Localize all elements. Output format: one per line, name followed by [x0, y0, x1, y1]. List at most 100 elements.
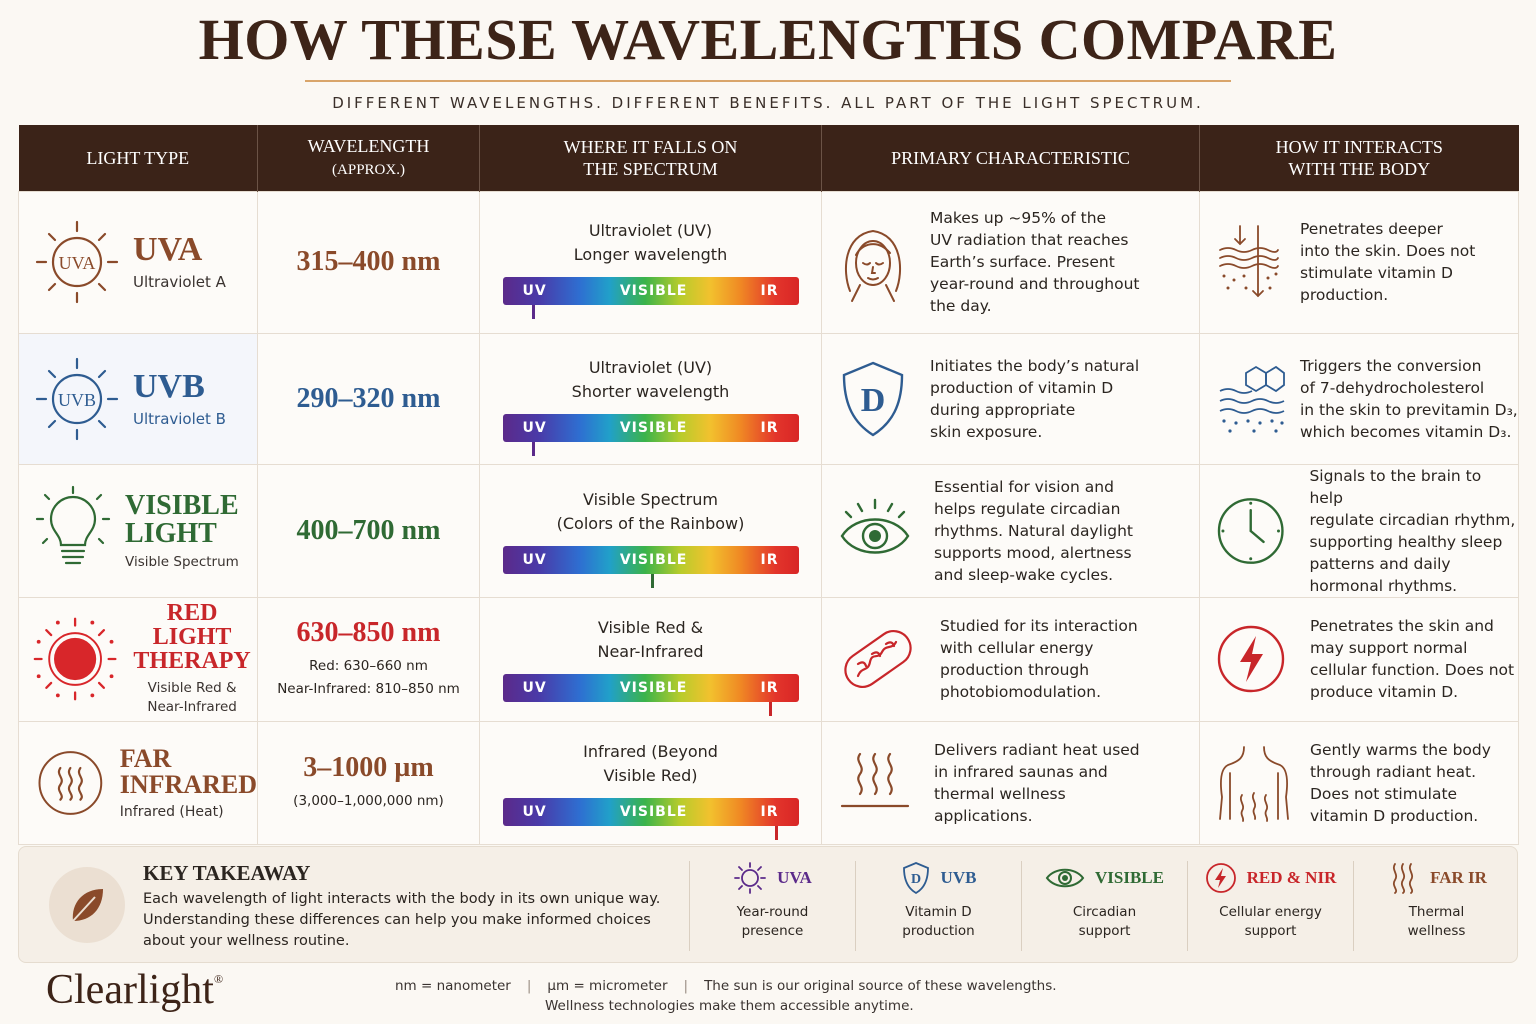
light-type-cell: UVB UVB Ultraviolet B	[18, 332, 258, 465]
light-type-sub: Visible Red & Near-Infrared	[147, 680, 237, 715]
col-header-spectrum: WHERE IT FALLS ON THE SPECTRUM	[479, 125, 822, 191]
spectrum-marker	[768, 702, 772, 716]
summary-item-red-nir: RED & NIR Cellular energy support	[1187, 861, 1353, 951]
clock-icon	[1217, 497, 1284, 564]
interaction-text: Signals to the brain to help regulate cir…	[1309, 466, 1516, 595]
light-type-sub: Visible Spectrum	[125, 553, 239, 570]
table-row: UVA UVA Ultraviolet A 315–400 nm Ultravi…	[18, 190, 1519, 334]
red-sun-icon	[33, 617, 117, 701]
sun-icon	[734, 862, 767, 894]
leaf-icon	[49, 867, 125, 943]
interaction-cell: Penetrates deeper into the skin. Does not…	[1199, 190, 1519, 334]
skin-penetration-icon	[1219, 225, 1279, 298]
characteristic-cell: Makes up ~95% of the UV radiation that re…	[821, 190, 1200, 334]
light-type-cell: FAR INFRARED Infrared (Heat)	[18, 720, 258, 845]
light-type-sub: Ultraviolet B	[133, 409, 226, 428]
col-header-characteristic: PRIMARY CHARACTERISTIC	[821, 125, 1200, 191]
spectrum-marker	[532, 305, 536, 319]
spectrum-bar: UV VISIBLE IR	[502, 413, 799, 456]
light-type-name: FAR INFRARED	[119, 743, 257, 799]
summary-item-visible: VISIBLE Circadian support	[1021, 861, 1187, 951]
table-row: RED LIGHT THERAPY Visible Red & Near-Infra…	[18, 596, 1519, 722]
eye-icon	[1045, 868, 1085, 888]
characteristic-text: Essential for vision and helps regulate c…	[934, 477, 1133, 584]
spectrum-bar: UV VISIBLE IR	[502, 674, 799, 716]
interaction-text: Triggers the conversion of 7-dehydrochole…	[1300, 356, 1518, 441]
interaction-text: Gently warms the body through radiant hea…	[1310, 740, 1491, 825]
mitochondria-icon	[844, 630, 912, 688]
col-header-light-type: LIGHT TYPE	[18, 125, 258, 191]
light-type-sub: Ultraviolet A	[133, 273, 226, 291]
wavelength-cell: 400–700 nm	[257, 463, 480, 598]
interaction-cell: Signals to the brain to help regulate cir…	[1199, 463, 1519, 598]
interaction-text: Penetrates the skin and may support norma…	[1310, 617, 1515, 701]
key-takeaway-text: Each wavelength of light interacts with …	[143, 891, 661, 949]
lightning-bolt-icon	[1205, 863, 1236, 893]
characteristic-text: Makes up ~95% of the UV radiation that re…	[930, 209, 1140, 315]
molecule-icon	[1219, 365, 1285, 433]
characteristic-cell: D Initiates the body’s natural production…	[821, 332, 1200, 465]
lightning-bolt-icon	[1217, 625, 1285, 693]
interaction-cell: Gently warms the body through radiant hea…	[1199, 720, 1519, 845]
characteristic-cell: Studied for its interaction with cellular…	[821, 596, 1200, 722]
footer-notes: nm = nanometer | µm = micrometer | The sun i…	[395, 978, 1057, 1014]
summary-item-uva: UVA Year-round presence	[689, 861, 855, 951]
light-type-cell: VISIBLE LIGHT Visible Spectrum	[18, 463, 258, 598]
spectrum-marker	[650, 573, 654, 588]
light-type-name: UVA	[133, 231, 203, 268]
table-row: FAR INFRARED Infrared (Heat) 3–1000 µm (3…	[18, 720, 1519, 845]
spectrum-bar: UV VISIBLE IR	[502, 277, 799, 319]
light-type-sub: Infrared (Heat)	[119, 803, 224, 820]
face-icon	[844, 229, 902, 302]
light-type-cell: UVA UVA Ultraviolet A	[18, 190, 258, 334]
spectrum-cell: Ultraviolet (UV) Longer wavelength UV VISI…	[479, 190, 822, 334]
characteristic-text: Studied for its interaction with cellular…	[940, 617, 1138, 701]
spectrum-bar: UV VISIBLE IR	[502, 545, 799, 588]
comparison-table: LIGHT TYPE WAVELENGTH (APPROX.) WHERE IT …	[18, 125, 1519, 845]
sun-icon: UVA	[35, 220, 119, 304]
heat-waves-icon	[840, 752, 910, 807]
heat-waves-icon	[38, 750, 103, 815]
table-row: UVB UVB Ultraviolet B 290–320 nm Ultravi…	[18, 332, 1519, 465]
wavelength-cell: 290–320 nm	[257, 332, 480, 465]
characteristic-cell: Essential for vision and helps regulate c…	[821, 463, 1200, 598]
spectrum-cell: Visible Red & Near-Infrared UV VISIBLE IR	[479, 596, 822, 722]
table-header-row: LIGHT TYPE WAVELENGTH (APPROX.) WHERE IT …	[18, 125, 1519, 191]
key-takeaway-panel: KEY TAKEAWAY Each wavelength of light in…	[18, 846, 1518, 963]
svg-text:UVB: UVB	[58, 390, 96, 410]
sun-icon: UVB	[35, 357, 119, 440]
page-title: HOW THESE WAVELENGTHS COMPARE	[198, 7, 1338, 72]
body-warmth-icon	[1219, 745, 1289, 822]
title-divider	[305, 80, 1231, 82]
wavelength-cell: 3–1000 µm (3,000–1,000,000 nm)	[257, 720, 480, 845]
interaction-text: Penetrates deeper into the skin. Does not…	[1300, 220, 1476, 304]
shield-icon: D	[902, 862, 929, 895]
light-bulb-icon	[35, 485, 111, 564]
spectrum-cell: Infrared (Beyond Visible Red) UV VISIBLE IR	[479, 720, 822, 845]
spectrum-marker	[532, 441, 536, 456]
light-type-name: UVB	[133, 367, 205, 405]
spectrum-marker	[774, 825, 778, 840]
wavelength-cell: 315–400 nm	[257, 190, 480, 334]
light-type-name: RED LIGHT THERAPY	[133, 600, 251, 674]
key-takeaway-title: KEY TAKEAWAY	[143, 861, 311, 885]
col-header-wavelength: WAVELENGTH (APPROX.)	[257, 125, 480, 191]
spectrum-cell: Visible Spectrum (Colors of the Rainbow) …	[479, 463, 822, 598]
svg-text:D: D	[910, 872, 920, 887]
characteristic-text: Delivers radiant heat used in infrared sa…	[934, 740, 1140, 825]
svg-text:D: D	[861, 382, 886, 419]
shield-icon: D	[842, 361, 904, 436]
interaction-cell: Penetrates the skin and may support norma…	[1199, 596, 1519, 722]
page-subtitle: DIFFERENT WAVELENGTHS. DIFFERENT BENEFIT…	[332, 94, 1204, 112]
table-row: VISIBLE LIGHT Visible Spectrum 400–700 nm…	[18, 463, 1519, 598]
heat-waves-icon	[1393, 863, 1414, 894]
spectrum-cell: Ultraviolet (UV) Shorter wavelength UV VIS…	[479, 332, 822, 465]
col-header-interaction: HOW IT INTERACTS WITH THE BODY	[1199, 125, 1519, 191]
eye-icon	[840, 498, 910, 554]
light-type-name: VISIBLE LIGHT	[125, 489, 239, 549]
characteristic-text: Initiates the body’s natural production o…	[930, 356, 1140, 441]
svg-text:UVA: UVA	[59, 253, 96, 273]
summary-item-far-ir: FAR IR Thermal wellness	[1353, 861, 1519, 951]
